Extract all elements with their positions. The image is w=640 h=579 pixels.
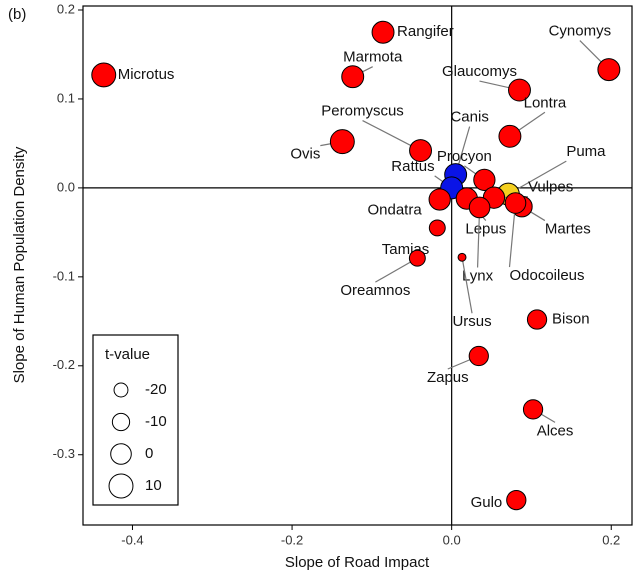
point-label: Zapus — [427, 369, 469, 386]
point — [428, 219, 446, 237]
point-label: Gulo — [471, 494, 503, 511]
point-label: Martes — [545, 221, 591, 238]
point — [428, 188, 451, 211]
point-label: Ursus — [452, 313, 491, 330]
point — [329, 129, 355, 155]
point-label: Oreamnos — [340, 282, 410, 299]
point-label: Rangifer — [397, 23, 454, 40]
x-tick-label: -0.2 — [281, 532, 303, 547]
legend-symbol — [108, 473, 134, 499]
point — [409, 139, 433, 163]
leader-line — [461, 257, 473, 314]
legend-label: 10 — [145, 477, 162, 494]
point — [597, 58, 621, 82]
point — [408, 249, 426, 267]
legend-symbol — [111, 412, 131, 432]
legend-label: 0 — [145, 445, 153, 462]
legend-box — [92, 334, 179, 506]
point — [91, 62, 117, 88]
point — [526, 309, 548, 330]
x-tick-label: 0.0 — [443, 532, 461, 547]
point — [473, 168, 496, 192]
point-label: Puma — [566, 143, 606, 160]
point-label: Odocoileus — [509, 267, 584, 284]
point-label: Procyon — [437, 148, 492, 165]
point-label: Ovis — [290, 146, 320, 163]
point-label: Peromyscus — [321, 103, 404, 120]
x-tick-label: -0.4 — [121, 532, 143, 547]
legend-symbol — [110, 443, 132, 465]
legend-label: -20 — [145, 381, 167, 398]
point-label: Glaucomys — [442, 63, 517, 80]
point-label: Ondatra — [367, 201, 422, 218]
point-label: Lontra — [524, 94, 567, 111]
y-tick-label: 0.0 — [57, 179, 75, 194]
point-label: Alces — [537, 422, 574, 439]
point — [468, 196, 491, 219]
point-label: Lynx — [462, 267, 494, 284]
x-axis-title: Slope of Road Impact — [285, 554, 430, 571]
legend-symbol — [113, 382, 129, 398]
x-tick-label: 0.2 — [602, 532, 620, 547]
y-tick-label: 0.2 — [57, 1, 75, 16]
point-label: Bison — [552, 311, 590, 328]
point — [371, 20, 395, 44]
point — [504, 192, 527, 214]
point-label: Vulpes — [528, 179, 573, 196]
point — [468, 345, 489, 367]
point-label: Cynomys — [549, 23, 612, 40]
point — [508, 78, 531, 102]
point — [522, 399, 544, 420]
y-tick-label: 0.1 — [57, 90, 75, 105]
y-tick-label: -0.1 — [53, 268, 75, 283]
point-label: Microtus — [118, 66, 175, 83]
point-label: Rattus — [391, 158, 434, 175]
point-label: Canis — [450, 109, 488, 126]
point — [341, 65, 365, 89]
point — [457, 252, 467, 262]
plot-frame — [82, 5, 633, 526]
y-axis-title: Slope of Human Population Density — [11, 146, 28, 383]
point — [498, 124, 522, 148]
legend-title: t-value — [105, 346, 150, 363]
legend-label: -10 — [145, 413, 167, 430]
panel-label: (b) — [8, 6, 26, 23]
y-tick-label: -0.2 — [53, 357, 75, 372]
y-tick-label: -0.3 — [53, 446, 75, 461]
point-label: Marmota — [343, 49, 403, 66]
point-label: Lepus — [465, 221, 506, 238]
point — [506, 489, 527, 511]
